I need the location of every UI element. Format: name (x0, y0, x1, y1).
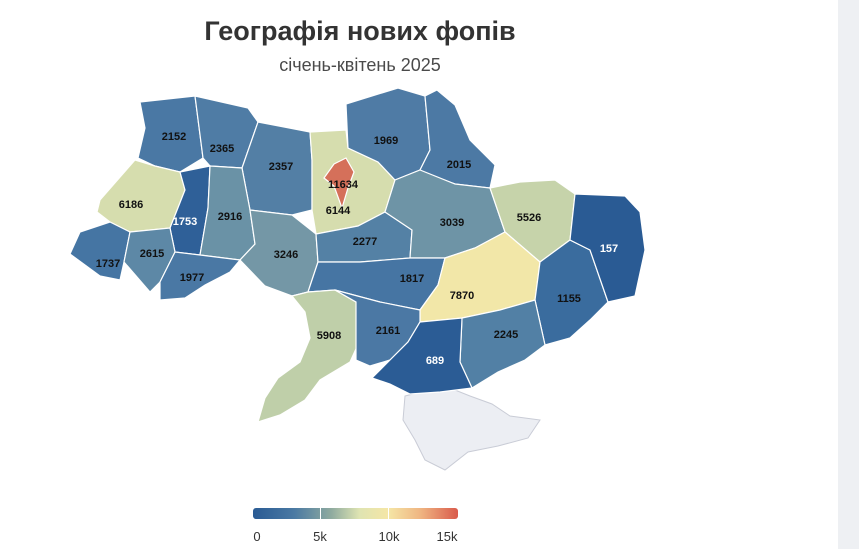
region-odesa[interactable] (257, 289, 361, 423)
legend-tick-label: 10k (378, 529, 400, 544)
region-label-zakarpattia: 1737 (96, 258, 120, 270)
region-label-luhansk: 157 (600, 243, 618, 255)
region-label-zaporizhzhia: 2245 (494, 329, 518, 341)
page-subtitle: січень-квітень 2025 (279, 55, 441, 75)
region-label-odesa: 5908 (317, 330, 341, 342)
region-crimea (402, 385, 541, 471)
region-label-chernihiv: 1969 (374, 135, 398, 147)
page-title: Географія нових фопів (204, 16, 516, 46)
page-side-strip (838, 0, 859, 549)
legend-tick-label: 0 (253, 529, 261, 544)
region-kyiv-city[interactable] (323, 157, 355, 210)
region-label-kirovohrad: 1817 (400, 273, 424, 285)
region-label-lviv: 6186 (119, 199, 143, 211)
region-label-rivne: 2365 (210, 143, 234, 155)
region-luhansk[interactable] (569, 193, 646, 303)
region-chernivtsi[interactable] (159, 251, 242, 301)
region-label-khmelnytskyi: 2916 (218, 211, 242, 223)
legend-tick-label: 5k (313, 529, 327, 544)
region-kherson[interactable] (370, 317, 473, 395)
region-zakarpattia[interactable] (69, 221, 131, 281)
region-label-dnipropetrovsk: 7870 (450, 290, 474, 302)
region-label-mykolaiv: 2161 (376, 325, 400, 337)
region-label-chernivtsi: 1977 (180, 272, 204, 284)
region-label-volyn: 2152 (162, 131, 186, 143)
region-label-kherson: 689 (426, 355, 444, 367)
region-label-sumy: 2015 (447, 159, 471, 171)
legend-tick-label: 15k (436, 529, 458, 544)
region-label-ivano-frankivsk: 2615 (140, 248, 164, 260)
legend-tick-mark (320, 505, 321, 522)
region-label-kharkiv: 5526 (517, 212, 541, 224)
region-label-ternopil: 1753 (173, 216, 197, 228)
region-label-vinnytsia: 3246 (274, 249, 298, 261)
region-label-kyiv-city: 11634 (328, 179, 359, 191)
region-sumy[interactable] (419, 89, 496, 189)
region-label-cherkasy: 2277 (353, 236, 377, 248)
region-label-zhytomyr: 2357 (269, 161, 293, 173)
legend-tick-mark (388, 505, 389, 522)
region-label-donetsk: 1155 (557, 293, 581, 305)
region-label-poltava: 3039 (440, 217, 464, 229)
region-label-kyiv-oblast: 6144 (326, 205, 351, 217)
legend-color-scale (253, 508, 458, 519)
